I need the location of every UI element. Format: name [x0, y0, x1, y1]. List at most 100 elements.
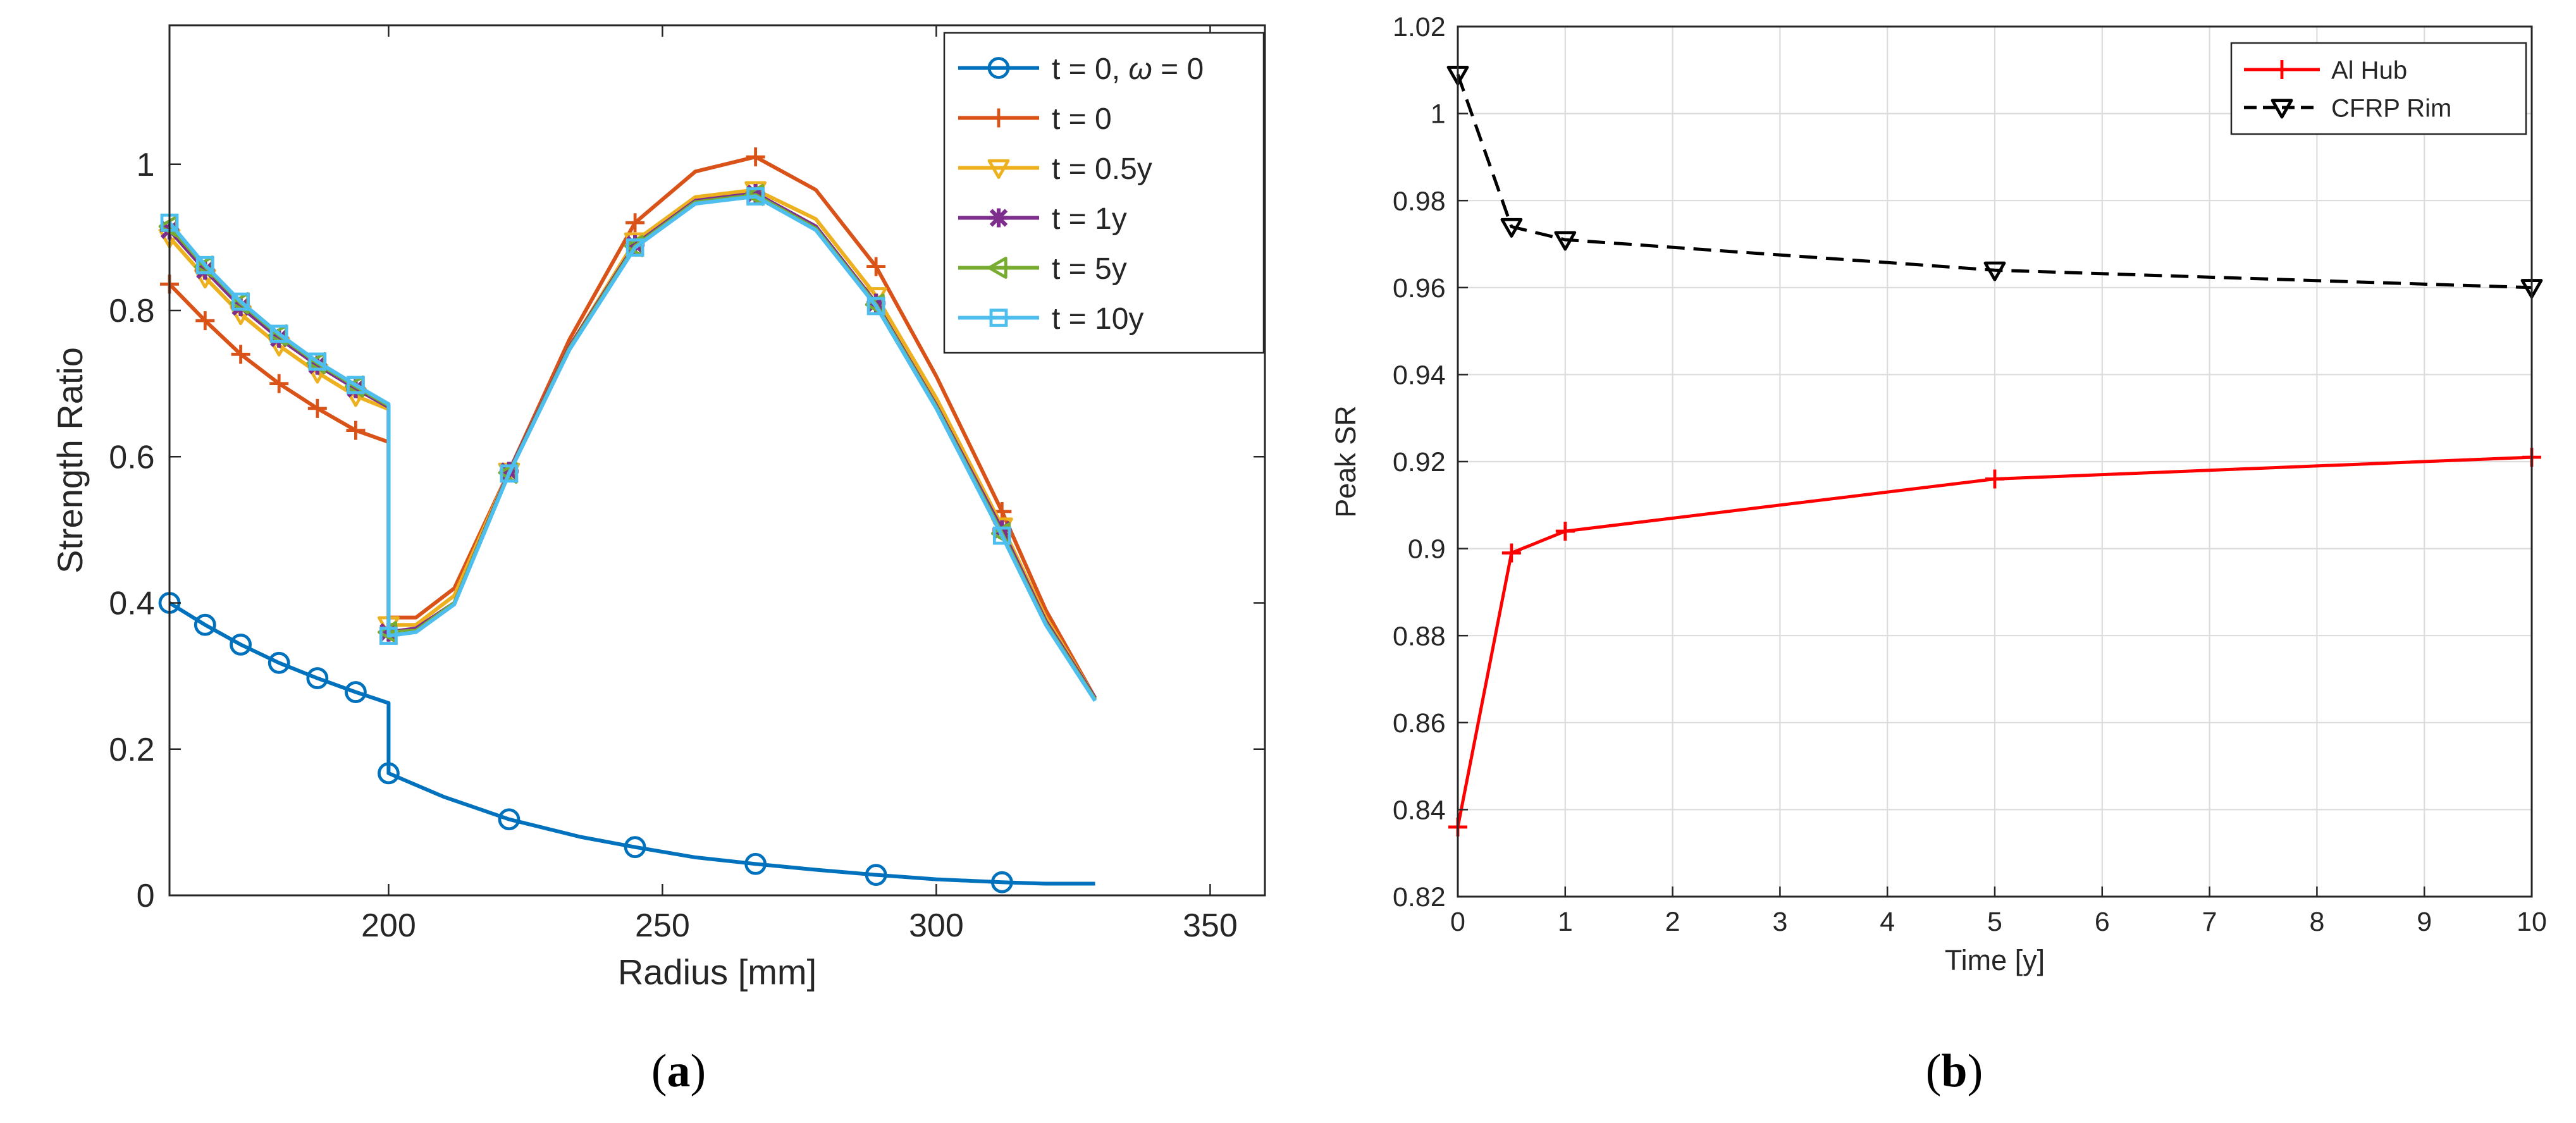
data-point [990, 871, 1013, 893]
x-tick-label: 5 [1987, 907, 2002, 937]
x-tick-label: 3 [1772, 907, 1787, 937]
legend-marker [987, 159, 1010, 179]
data-point [231, 297, 250, 317]
y-tick-label: 0.84 [1393, 795, 1446, 825]
axes-box [168, 24, 1266, 897]
legend-label: CFRP Rim [2331, 94, 2451, 122]
data-point [308, 352, 327, 371]
data-point [1501, 543, 1521, 563]
legend-label-text: t = 0, [1052, 52, 1128, 86]
data-point [195, 311, 215, 331]
data-point [347, 376, 365, 395]
series-al-hub [1448, 448, 2541, 837]
data-point [345, 681, 367, 703]
caption-letter: a [667, 1045, 691, 1097]
data-point [866, 257, 886, 276]
legend-entry: t = 5y [958, 252, 1127, 286]
data-point [1983, 261, 2006, 281]
data-point [194, 613, 216, 636]
data-point [498, 808, 521, 831]
data-point [379, 627, 398, 645]
data-point [269, 324, 288, 343]
legend-label-text: CFRP Rim [2331, 94, 2451, 122]
legend-label-text: t = 0.5y [1052, 152, 1152, 186]
data-point [865, 864, 887, 887]
x-tick-label: 0 [1450, 907, 1465, 937]
data-point [500, 464, 519, 483]
x-tick-label: 4 [1880, 907, 1895, 937]
legend-box [2230, 42, 2527, 135]
data-point [992, 526, 1011, 545]
chart-b-peak-sr: 0 1 2 3 4 5 6 7 8 9 10 0.82 0.84 0.86 0.88 0.9 0.92 0.94 0… [1329, 12, 2547, 1097]
y-tick-label: 0 [137, 878, 155, 914]
series-line [168, 194, 1097, 703]
x-tick-label: 6 [2095, 907, 2110, 937]
data-point [1500, 218, 1523, 238]
y-tick-label: 0.96 [1393, 273, 1446, 304]
legend-entry: CFRP Rim [2244, 94, 2451, 122]
data-point [626, 238, 644, 257]
legend-label: Al Hub [2331, 56, 2407, 84]
legend-label: t = 0 [1052, 102, 1112, 136]
x-tick-label: 7 [2202, 907, 2217, 937]
legend-label: t = 1y [1052, 202, 1127, 236]
data-point [626, 213, 645, 233]
y-tick-label: 0.9 [1408, 534, 1446, 565]
y-tick-label: 0.4 [109, 586, 154, 622]
legend-entry: t = 0, ω = 0 [958, 52, 1204, 86]
series-t-10y [160, 187, 1097, 703]
x-tick-label: 1 [1558, 907, 1573, 937]
legend-marker [2272, 60, 2291, 79]
figure-caption: (a) [651, 1045, 706, 1097]
x-tick-label: 250 [635, 907, 690, 944]
y-tick-label: 0.88 [1393, 621, 1446, 651]
y-axis-label: Strength Ratio [50, 347, 90, 574]
y-tick-label: 1 [1431, 99, 1446, 130]
data-point [268, 651, 290, 674]
data-point [195, 255, 214, 274]
legend-marker [989, 108, 1008, 128]
data-point [307, 398, 327, 418]
data-point [269, 374, 289, 393]
y-tick-label: 0.2 [109, 732, 154, 768]
figure-caption: (b) [1926, 1045, 1983, 1097]
y-tick-label: 0.8 [109, 293, 154, 329]
legend: Al Hub CFRP Rim [2230, 42, 2527, 135]
series-line [1456, 73, 2532, 290]
y-tick-label: 0.94 [1393, 360, 1446, 390]
legend-entry: t = 0.5y [958, 152, 1152, 186]
legend-marker [987, 257, 1008, 279]
y-tick-label: 0.6 [109, 439, 154, 476]
legend-marker [987, 57, 1010, 79]
caption-close: ) [691, 1045, 706, 1097]
data-point [378, 762, 400, 785]
y-tick-label: 0.86 [1393, 708, 1446, 739]
x-tick-label: 9 [2417, 907, 2432, 937]
data-point [1555, 522, 1575, 541]
legend: t = 0, ω = 0 t = 0 t = 0.5y t = 1y t = 5y t =… [943, 32, 1265, 354]
data-point [744, 852, 767, 875]
data-point [231, 345, 250, 364]
caption-close: ) [1968, 1045, 1983, 1097]
x-tick-label: 300 [909, 907, 964, 944]
legend-label-symbol: ω [1128, 52, 1152, 86]
legend-marker [989, 309, 1008, 327]
data-point [269, 328, 289, 348]
x-tick-label: 200 [361, 907, 416, 944]
legend-entry: Al Hub [2244, 56, 2407, 84]
legend-label: t = 10y [1052, 302, 1143, 336]
legend-entry: t = 1y [958, 202, 1127, 236]
legend-label: t = 0, ω = 0 [1052, 52, 1204, 86]
legend-label-tail: = 0 [1152, 52, 1204, 86]
caption-letter: b [1941, 1045, 1967, 1097]
x-axis-label: Time [y] [1945, 944, 2045, 976]
y-axis-label: Peak SR [1329, 405, 1362, 518]
legend-label: t = 0.5y [1052, 152, 1152, 186]
legend-label-text: t = 1y [1052, 202, 1127, 236]
data-point [746, 147, 765, 167]
caption-open: ( [1926, 1045, 1942, 1097]
y-tick-label: 1 [137, 147, 155, 183]
legend-entry: t = 10y [958, 302, 1143, 336]
data-point [866, 297, 885, 316]
